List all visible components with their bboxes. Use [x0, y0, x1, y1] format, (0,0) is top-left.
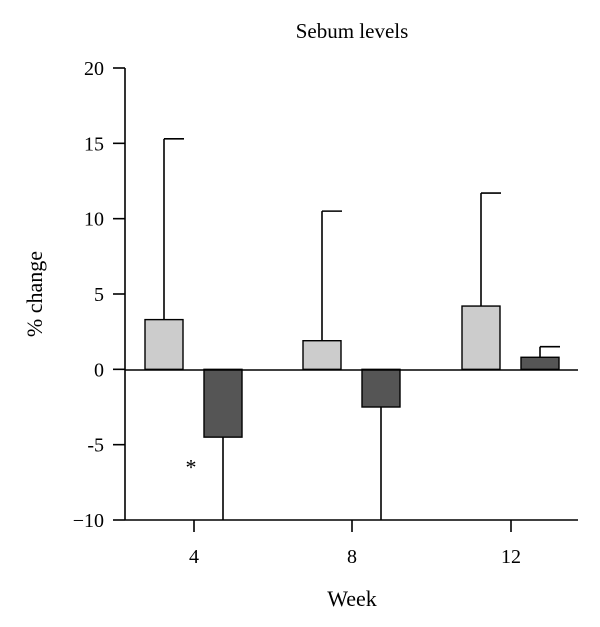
y-tick-label: 5	[94, 284, 104, 306]
significance-asterisk: *	[186, 454, 197, 479]
bar-series-2	[203, 368, 243, 438]
x-ticks-group: 4 8 12	[189, 520, 521, 568]
y-tick-label: −10	[73, 510, 104, 532]
bar-series-1	[461, 305, 501, 371]
y-tick-label: -5	[87, 435, 104, 457]
error-bars-group	[163, 138, 560, 520]
bar-series-1	[302, 340, 342, 371]
y-axis-label: % change	[22, 251, 47, 337]
x-axis-label: Week	[327, 586, 377, 611]
annotations-group: *	[186, 454, 197, 479]
y-tick-label: 0	[94, 359, 104, 381]
chart-title: Sebum levels	[296, 19, 409, 43]
bar-series-2	[361, 368, 401, 408]
y-ticks-group: 20 15 10 5 0 -5 −10	[73, 58, 125, 532]
bar-series-2	[520, 356, 560, 371]
bars-group	[144, 305, 560, 438]
y-tick-label: 15	[84, 133, 104, 155]
y-tick-label: 10	[84, 209, 104, 231]
x-tick-label: 8	[347, 546, 357, 568]
y-tick-label: 20	[84, 58, 104, 80]
bar-series-1	[144, 318, 184, 371]
x-tick-label: 4	[189, 546, 199, 568]
x-tick-label: 12	[501, 546, 521, 568]
